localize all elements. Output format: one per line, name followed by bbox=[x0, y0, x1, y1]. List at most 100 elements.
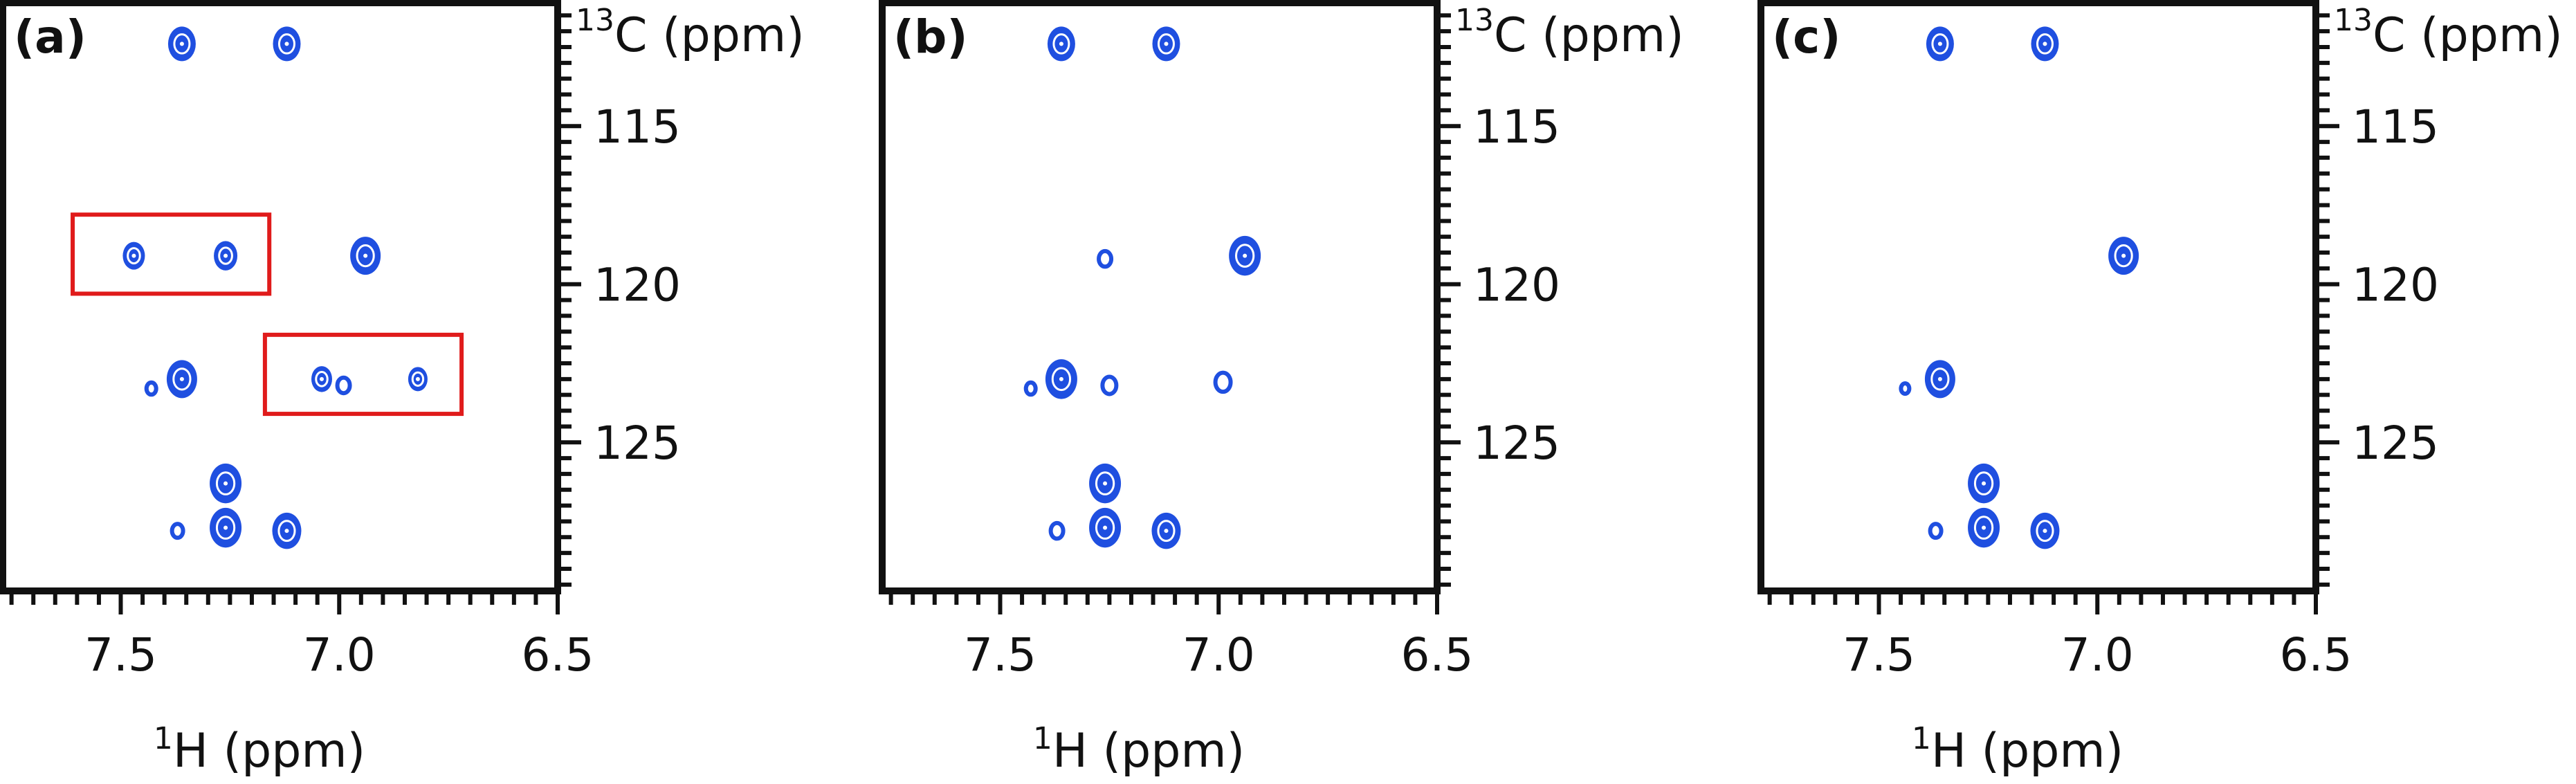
peak-center bbox=[1164, 529, 1169, 534]
peak-contour-inner bbox=[1157, 520, 1176, 543]
y-tick-label: 120 bbox=[594, 259, 681, 312]
plot-area bbox=[1023, 26, 1261, 549]
peak-center bbox=[1103, 481, 1108, 486]
peak bbox=[335, 375, 352, 396]
peak-center bbox=[284, 42, 289, 46]
panel-label: (c) bbox=[1772, 10, 1840, 64]
peak-center bbox=[2043, 42, 2047, 46]
x-tick-label: 7.0 bbox=[303, 628, 376, 682]
x-tick-label: 6.5 bbox=[1401, 628, 1474, 682]
y-axis-title: 13C (ppm) bbox=[576, 3, 805, 63]
peak bbox=[1926, 26, 1954, 62]
peak-center bbox=[131, 253, 136, 258]
y-axis-title-main: C (ppm) bbox=[2373, 8, 2563, 63]
y-tick-label: 115 bbox=[2352, 100, 2439, 154]
peak-center bbox=[1982, 525, 1986, 530]
peak-center bbox=[1059, 376, 1063, 381]
plot-area bbox=[122, 26, 428, 549]
peak bbox=[1151, 512, 1181, 549]
peak-contour bbox=[1100, 374, 1119, 396]
y-tick-label: 115 bbox=[1473, 100, 1560, 154]
x-tick-label: 7.0 bbox=[2061, 628, 2134, 682]
peak-contour-inner bbox=[215, 516, 236, 540]
peak-center bbox=[1059, 42, 1063, 46]
peak-contour-inner bbox=[277, 520, 296, 543]
peak-contour bbox=[1213, 370, 1233, 394]
peak-contour bbox=[1023, 380, 1038, 397]
y-axis-title: 13C (ppm) bbox=[1455, 3, 1684, 63]
peak-center bbox=[1937, 376, 1942, 381]
x-axis-title: 1H (ppm) bbox=[154, 721, 365, 778]
panel-frame bbox=[879, 0, 1441, 594]
peak-contour-inner bbox=[1973, 471, 1994, 495]
peak-center bbox=[319, 376, 324, 381]
peak-contour-inner bbox=[1051, 367, 1072, 392]
peak-contour bbox=[144, 380, 158, 397]
panel-0: 7.5 7.0 6.5 1H (ppm) 115 120 125 13C (ppm) (a) bbox=[0, 0, 805, 778]
x-axis-title-main: H (ppm) bbox=[1052, 724, 1245, 778]
x-axis-title-superscript: 1 bbox=[1033, 721, 1052, 756]
peak bbox=[144, 380, 158, 397]
y-tick-label: 115 bbox=[594, 100, 681, 154]
y-tick-label: 120 bbox=[2352, 259, 2439, 312]
peak bbox=[1045, 359, 1077, 399]
panel-frame bbox=[1757, 0, 2319, 594]
peak bbox=[1089, 463, 1122, 504]
peak bbox=[1968, 463, 2000, 504]
peak-contour bbox=[1097, 248, 1114, 269]
peak-center bbox=[223, 525, 228, 530]
peak-contour-inner bbox=[218, 246, 233, 265]
peak bbox=[1023, 380, 1038, 397]
peak-contour-inner bbox=[2036, 520, 2054, 543]
panel-label: (b) bbox=[893, 10, 968, 64]
peak-center bbox=[1103, 525, 1108, 530]
peak bbox=[166, 360, 197, 399]
y-axis-title-main: C (ppm) bbox=[1494, 8, 1684, 63]
panel-label: (a) bbox=[14, 10, 86, 64]
y-axis-title-superscript: 13 bbox=[576, 3, 614, 38]
peak bbox=[122, 241, 145, 270]
peak-center bbox=[223, 481, 228, 486]
panel-1: 7.5 7.0 6.5 1H (ppm) 115 120 125 13C (ppm) (b) bbox=[879, 0, 1684, 778]
peak-contour-inner bbox=[2036, 33, 2054, 55]
peak bbox=[2031, 26, 2059, 62]
x-axis-title-superscript: 1 bbox=[154, 721, 173, 756]
x-axis-title: 1H (ppm) bbox=[1033, 721, 1245, 778]
peak bbox=[210, 507, 242, 548]
y-tick-label: 125 bbox=[594, 417, 681, 470]
y-tick-label: 125 bbox=[2352, 417, 2439, 470]
peak-center bbox=[179, 42, 184, 46]
peak bbox=[167, 26, 196, 62]
peak bbox=[214, 241, 238, 271]
peak bbox=[272, 512, 302, 549]
plot-area bbox=[1899, 26, 2139, 549]
peak-contour-inner bbox=[1931, 33, 1949, 55]
peak-contour bbox=[1048, 520, 1066, 541]
y-axis-title-main: C (ppm) bbox=[614, 8, 805, 63]
peak-contour-inner bbox=[356, 244, 375, 268]
peak bbox=[1924, 360, 1955, 399]
peak bbox=[2108, 237, 2139, 275]
peak bbox=[1968, 507, 2000, 548]
peak-contour-inner bbox=[172, 367, 192, 391]
peak-center bbox=[2043, 529, 2047, 534]
peak-contour-inner bbox=[1234, 244, 1255, 268]
x-tick-label: 7.5 bbox=[964, 628, 1036, 682]
x-axis-title-main: H (ppm) bbox=[173, 724, 365, 778]
peak bbox=[2030, 512, 2060, 549]
peak-contour-inner bbox=[277, 33, 295, 55]
highlight-box bbox=[262, 332, 464, 417]
peak-contour-inner bbox=[2114, 244, 2133, 268]
peak-center bbox=[223, 253, 228, 258]
peak bbox=[1899, 381, 1912, 396]
peak-contour-inner bbox=[1095, 471, 1115, 495]
peak-contour bbox=[170, 522, 185, 540]
peak-contour-inner bbox=[1095, 516, 1115, 540]
peak-center bbox=[1937, 42, 1942, 46]
peak-center bbox=[179, 376, 184, 381]
x-axis-title: 1H (ppm) bbox=[1912, 721, 2123, 778]
x-tick-label: 6.5 bbox=[522, 628, 594, 682]
peak bbox=[1047, 26, 1075, 62]
peak-center bbox=[1982, 481, 1986, 486]
